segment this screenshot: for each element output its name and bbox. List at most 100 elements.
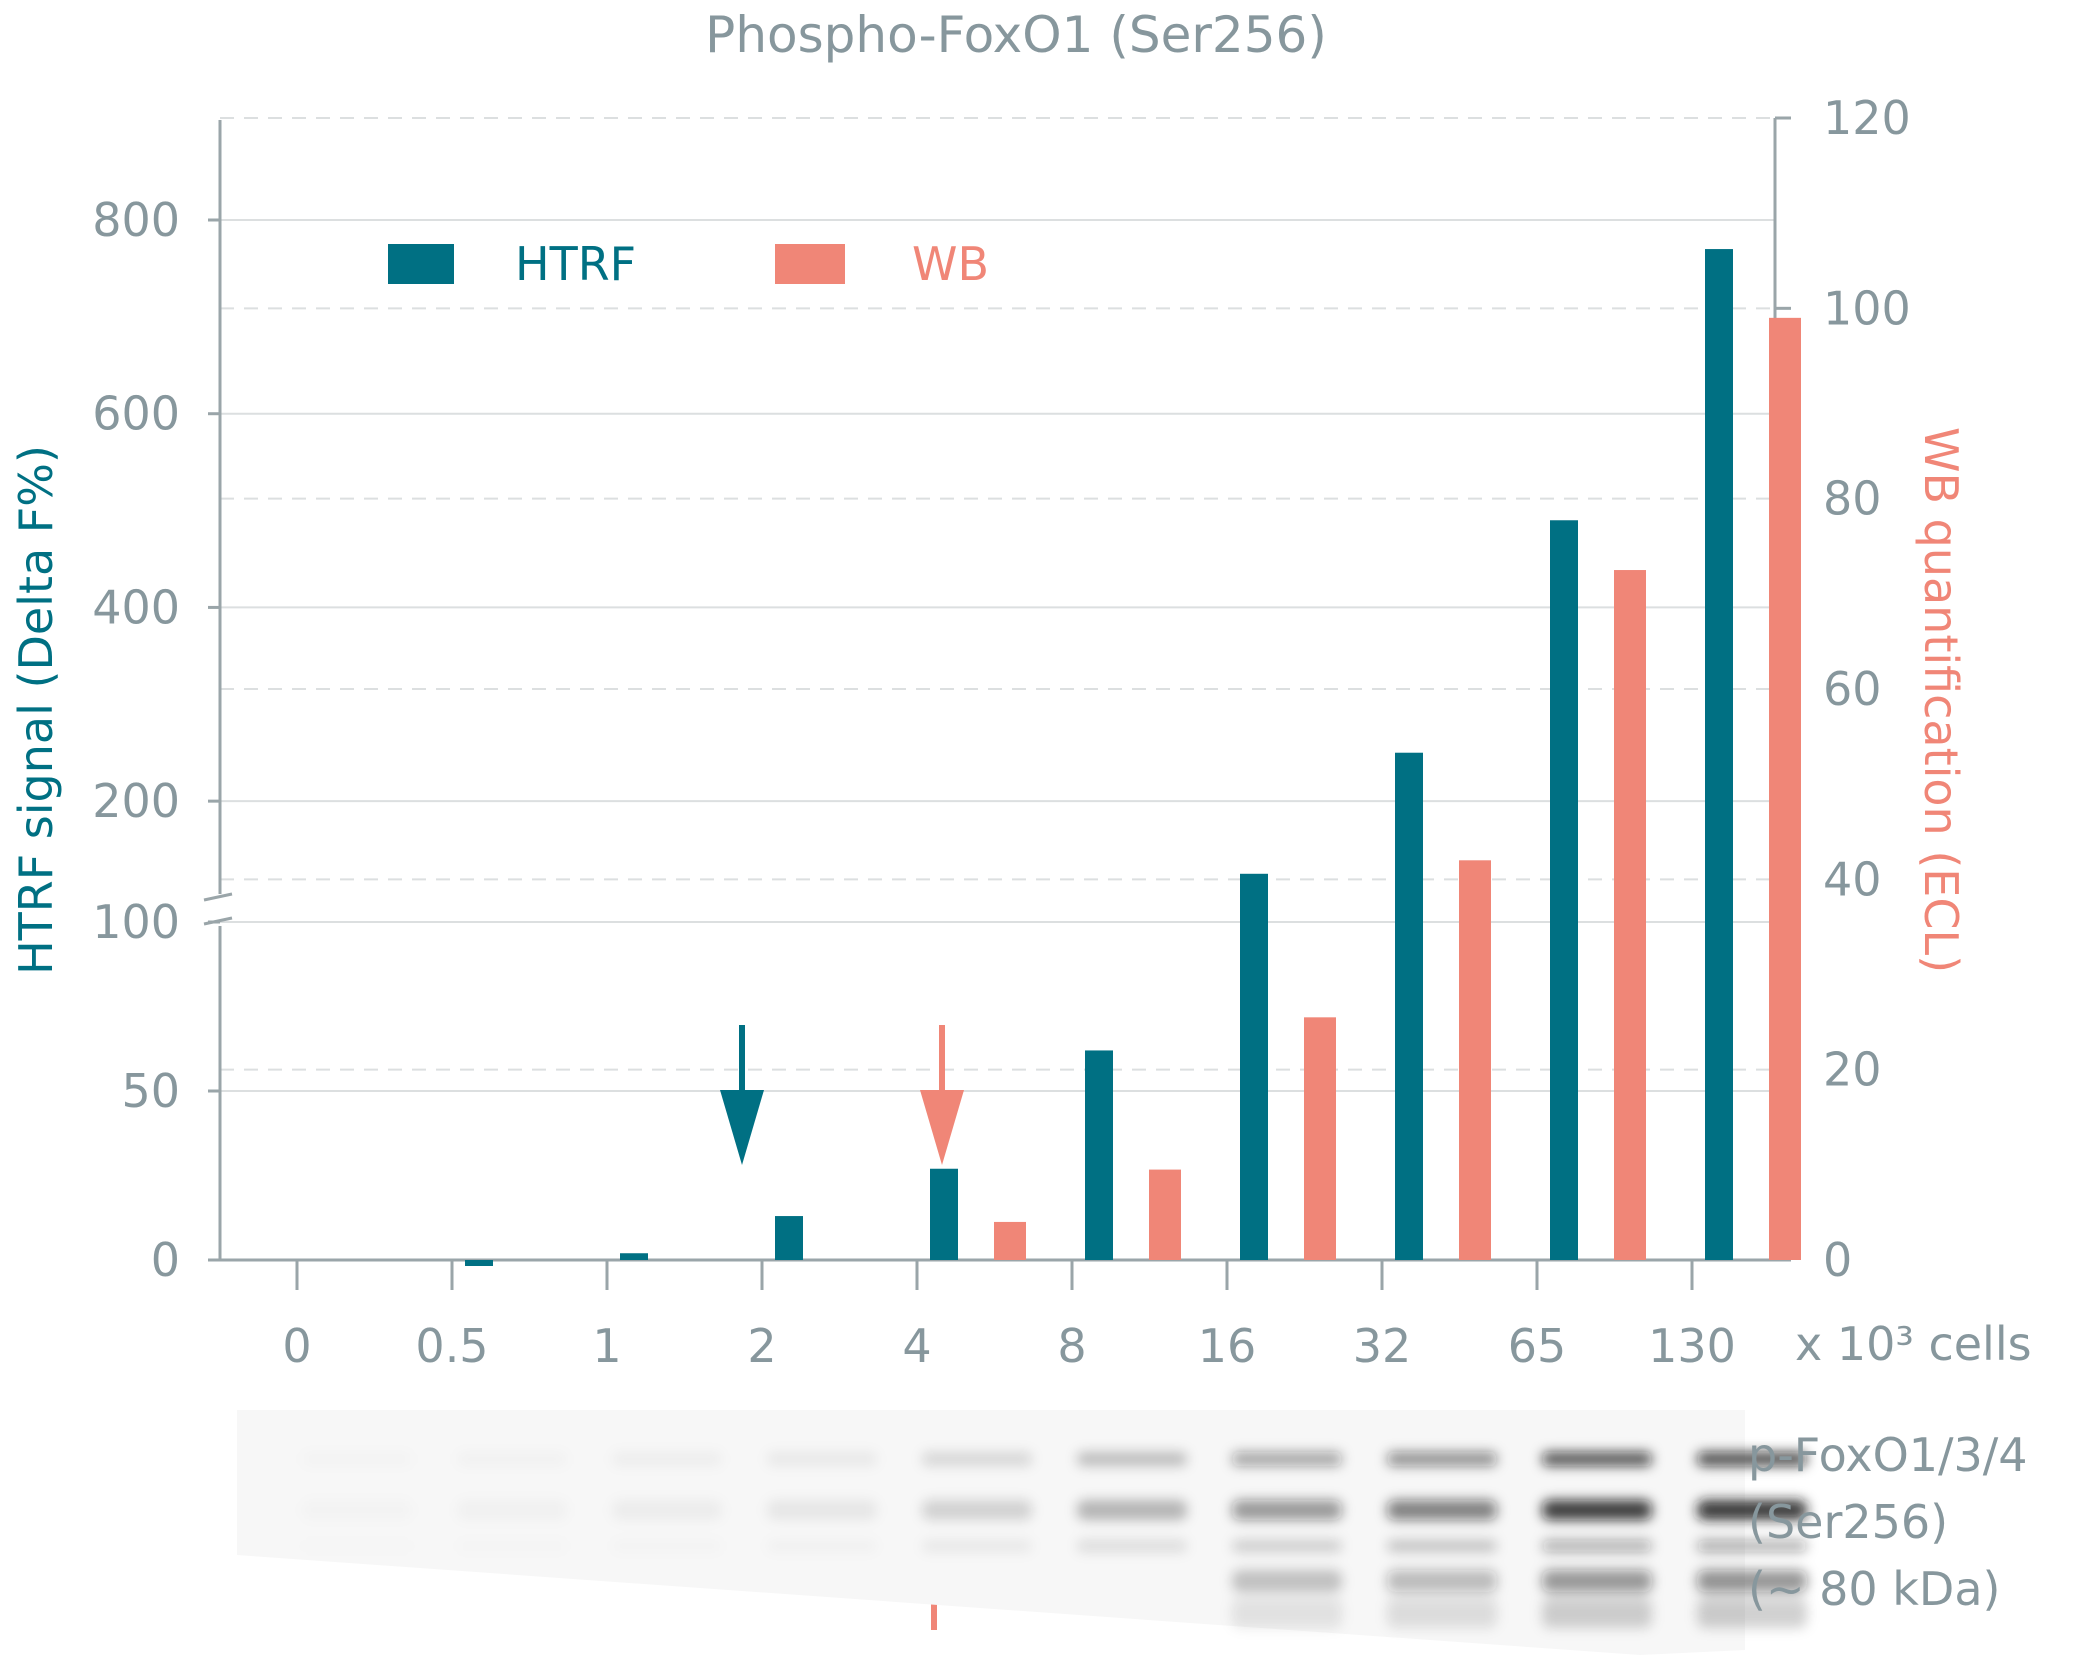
blot-band-main	[612, 1500, 722, 1520]
blot-lane	[1387, 1452, 1497, 1628]
wb-bar	[1614, 570, 1646, 1260]
blot-band-upper	[457, 1452, 567, 1466]
blot-band-upper	[1077, 1452, 1187, 1466]
x-tick-label: 8	[1057, 1319, 1086, 1373]
wb-bar	[1459, 860, 1491, 1260]
blot-lane	[1697, 1452, 1807, 1628]
legend-label-htrf: HTRF	[515, 237, 636, 291]
wb-bar	[994, 1221, 1026, 1260]
blot-band-main	[1232, 1500, 1342, 1520]
htrf-bars	[465, 249, 1733, 1266]
blot-band-lower	[922, 1540, 1032, 1552]
blot-band-lower	[612, 1540, 722, 1552]
right-tick-label: 40	[1823, 852, 1882, 906]
blot-band-main	[1697, 1500, 1807, 1520]
htrf-bar	[1550, 520, 1578, 1260]
x-axis-unit-label: x 10³ cells	[1795, 1317, 2032, 1371]
htrf-bar	[1395, 752, 1423, 1260]
htrf-bar	[1705, 249, 1733, 1261]
wb-bar	[1149, 1169, 1181, 1260]
right-tick-label: 20	[1823, 1043, 1882, 1097]
blot-band-lower	[1387, 1540, 1497, 1552]
blot-band-main	[922, 1500, 1032, 1520]
right-axis-label: WB quantification (ECL)	[1914, 427, 1968, 973]
blot-band-upper	[612, 1452, 722, 1466]
right-tick-label: 120	[1823, 91, 1911, 145]
left-axis-ticks: 0 50 100 200 400 600 800	[92, 193, 220, 1287]
x-tick-label: 1	[592, 1319, 621, 1373]
blot-band-main	[767, 1500, 877, 1520]
grid-lines	[220, 117, 1775, 1092]
wb-bar	[1304, 1017, 1336, 1260]
right-tick-label: 80	[1823, 472, 1882, 526]
blot-label-line-1: p-FoxO1/3/4	[1748, 1428, 2028, 1482]
blot-band-low	[1232, 1570, 1342, 1592]
blot-band-upper	[1232, 1452, 1342, 1466]
left-tick-label: 0	[151, 1233, 180, 1287]
blot-lane	[1077, 1452, 1187, 1552]
wb-bars	[994, 317, 1801, 1261]
blot-lane	[612, 1452, 722, 1552]
left-tick-label: 600	[92, 387, 180, 441]
left-tick-label: 100	[92, 895, 180, 949]
right-axis-ticks: 0 20 40 60 80 100 120	[1775, 91, 1911, 1287]
wb-bar	[1769, 317, 1801, 1261]
blot-smear	[1232, 1598, 1342, 1628]
blot-band-main	[1387, 1500, 1497, 1520]
blot-band-lower	[1542, 1540, 1652, 1552]
htrf-bar	[620, 1253, 648, 1260]
blot-lane	[1232, 1452, 1342, 1628]
blot-lane	[922, 1452, 1032, 1552]
blot-band-upper	[767, 1452, 877, 1466]
x-tick-label: 16	[1198, 1319, 1257, 1373]
right-tick-label: 100	[1823, 281, 1911, 335]
legend-swatch-wb	[775, 244, 845, 284]
blot-label-line-3: (~ 80 kDa)	[1748, 1562, 2001, 1616]
blot-smear	[1387, 1598, 1497, 1628]
western-blot-image	[237, 1410, 1807, 1655]
x-tick-label: 32	[1353, 1319, 1412, 1373]
x-tick-label: 65	[1508, 1319, 1567, 1373]
left-axis-label: HTRF signal (Delta F%)	[9, 445, 63, 975]
blot-band-low	[1697, 1570, 1807, 1592]
blot-band-lower	[767, 1540, 877, 1552]
blot-band-low	[1387, 1570, 1497, 1592]
right-tick-label: 60	[1823, 662, 1882, 716]
blot-band-upper	[302, 1452, 412, 1466]
blot-background	[237, 1410, 1745, 1655]
blot-band-upper	[1387, 1452, 1497, 1466]
htrf-bar	[465, 1260, 493, 1266]
htrf-bar	[775, 1216, 803, 1260]
legend-label-wb: WB	[912, 237, 989, 291]
left-tick-label: 200	[92, 774, 180, 828]
x-tick-label: 130	[1648, 1319, 1736, 1373]
blot-band-lower	[1077, 1540, 1187, 1552]
htrf-arrow-head	[720, 1090, 764, 1165]
chart-title: Phospho-FoxO1 (Ser256)	[705, 6, 1327, 64]
blot-band-main	[457, 1500, 567, 1520]
blot-band-upper	[1697, 1452, 1807, 1466]
blot-band-lower	[302, 1540, 412, 1552]
right-tick-label: 0	[1823, 1233, 1852, 1287]
blot-label-line-2: (Ser256)	[1748, 1495, 1949, 1549]
blot-band-upper	[1542, 1452, 1652, 1466]
x-tick-label: 0.5	[415, 1319, 488, 1373]
left-tick-label: 800	[92, 193, 180, 247]
blot-band-main	[1542, 1500, 1652, 1520]
axis-break-mark	[203, 892, 233, 902]
left-tick-label: 50	[121, 1064, 180, 1118]
blot-band-lower	[457, 1540, 567, 1552]
x-tick-label: 4	[902, 1319, 931, 1373]
blot-band-main	[302, 1500, 412, 1520]
blot-band-main	[1077, 1500, 1187, 1520]
left-tick-label: 400	[92, 580, 180, 634]
wb-arrow-head	[920, 1090, 964, 1165]
blot-lane	[1542, 1452, 1652, 1628]
htrf-bar	[1085, 1050, 1113, 1260]
x-tick-label: 0	[282, 1319, 311, 1373]
blot-band-lower	[1697, 1540, 1807, 1552]
blot-band-low	[1542, 1570, 1652, 1592]
blot-smear	[1697, 1598, 1807, 1628]
x-axis-ticks: 0 0.5 1 2 4 8 16 32 65 130	[282, 1260, 1736, 1373]
